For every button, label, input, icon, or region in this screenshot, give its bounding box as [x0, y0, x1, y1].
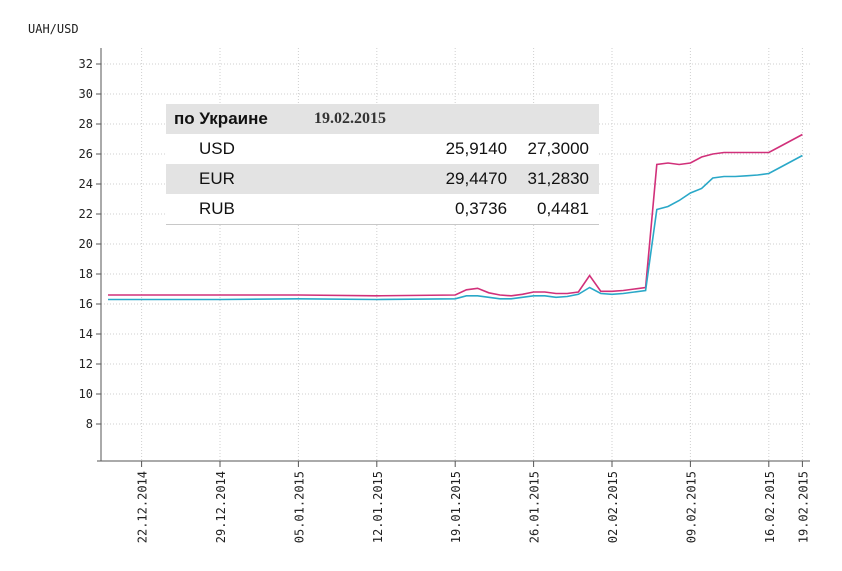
axes [96, 48, 810, 467]
tick-labels: 8 10 12 14 16 18 20 22 24 26 28 30 32 22.12.2014 29.12… [79, 57, 811, 543]
x-tick-label: 22.12.2014 [136, 471, 150, 543]
rate-date: 19.02.2015 [314, 104, 599, 134]
y-tick-label: 22 [79, 207, 93, 221]
x-tick-label: 19.01.2015 [449, 471, 463, 543]
series-lines [108, 133, 803, 301]
rate-row-eur: EUR 29,4470 31,2830 [166, 164, 599, 194]
y-tick-label: 30 [79, 87, 93, 101]
buy-rate: 25,9140 [445, 139, 508, 158]
x-tick-label: 19.02.2015 [796, 471, 810, 543]
buy-rate: 0,3736 [314, 194, 508, 225]
y-tick-label: 8 [86, 417, 93, 431]
y-tick-label: 12 [79, 357, 93, 371]
y-tick-label: 14 [79, 327, 93, 341]
x-tick-label: 29.12.2014 [214, 471, 228, 543]
y-tick-label: 20 [79, 237, 93, 251]
y-tick-label: 32 [79, 57, 93, 71]
x-tick-label: 02.02.2015 [606, 471, 620, 543]
x-tick-label: 16.02.2015 [763, 471, 777, 543]
sell-rate: 27,3000 [527, 139, 589, 158]
currency-code: RUB [166, 194, 314, 225]
y-tick-label: 28 [79, 117, 93, 131]
series-line-1 [108, 133, 803, 297]
rate-table-header: по Украине 19.02.2015 [166, 104, 599, 134]
y-tick-label: 16 [79, 297, 93, 311]
x-tick-label: 05.01.2015 [292, 471, 306, 543]
rate-row-rub: RUB 0,3736 0,4481 [166, 194, 599, 225]
y-tick-label: 26 [79, 147, 93, 161]
series-line-2 [108, 154, 803, 301]
x-tick-label: 26.01.2015 [528, 471, 542, 543]
x-tick-label: 09.02.2015 [684, 471, 698, 543]
y-tick-label: 24 [79, 177, 93, 191]
y-tick-label: 18 [79, 267, 93, 281]
rate-row-usd: USD 25,9140 27,3000 [166, 134, 599, 164]
sell-rate: 31,2830 [507, 164, 599, 194]
sell-rate: 0,4481 [507, 194, 599, 225]
y-unit-label: UAH/USD [28, 22, 79, 36]
y-tick-label: 10 [79, 387, 93, 401]
buy-rate: 29,4470 [314, 164, 508, 194]
x-tick-label: 12.01.2015 [371, 471, 385, 543]
region-label: по Украине [166, 104, 314, 134]
currency-code: USD [199, 139, 235, 158]
rate-table: по Украине 19.02.2015 USD 25,9140 27,300… [166, 104, 599, 225]
currency-code: EUR [166, 164, 314, 194]
